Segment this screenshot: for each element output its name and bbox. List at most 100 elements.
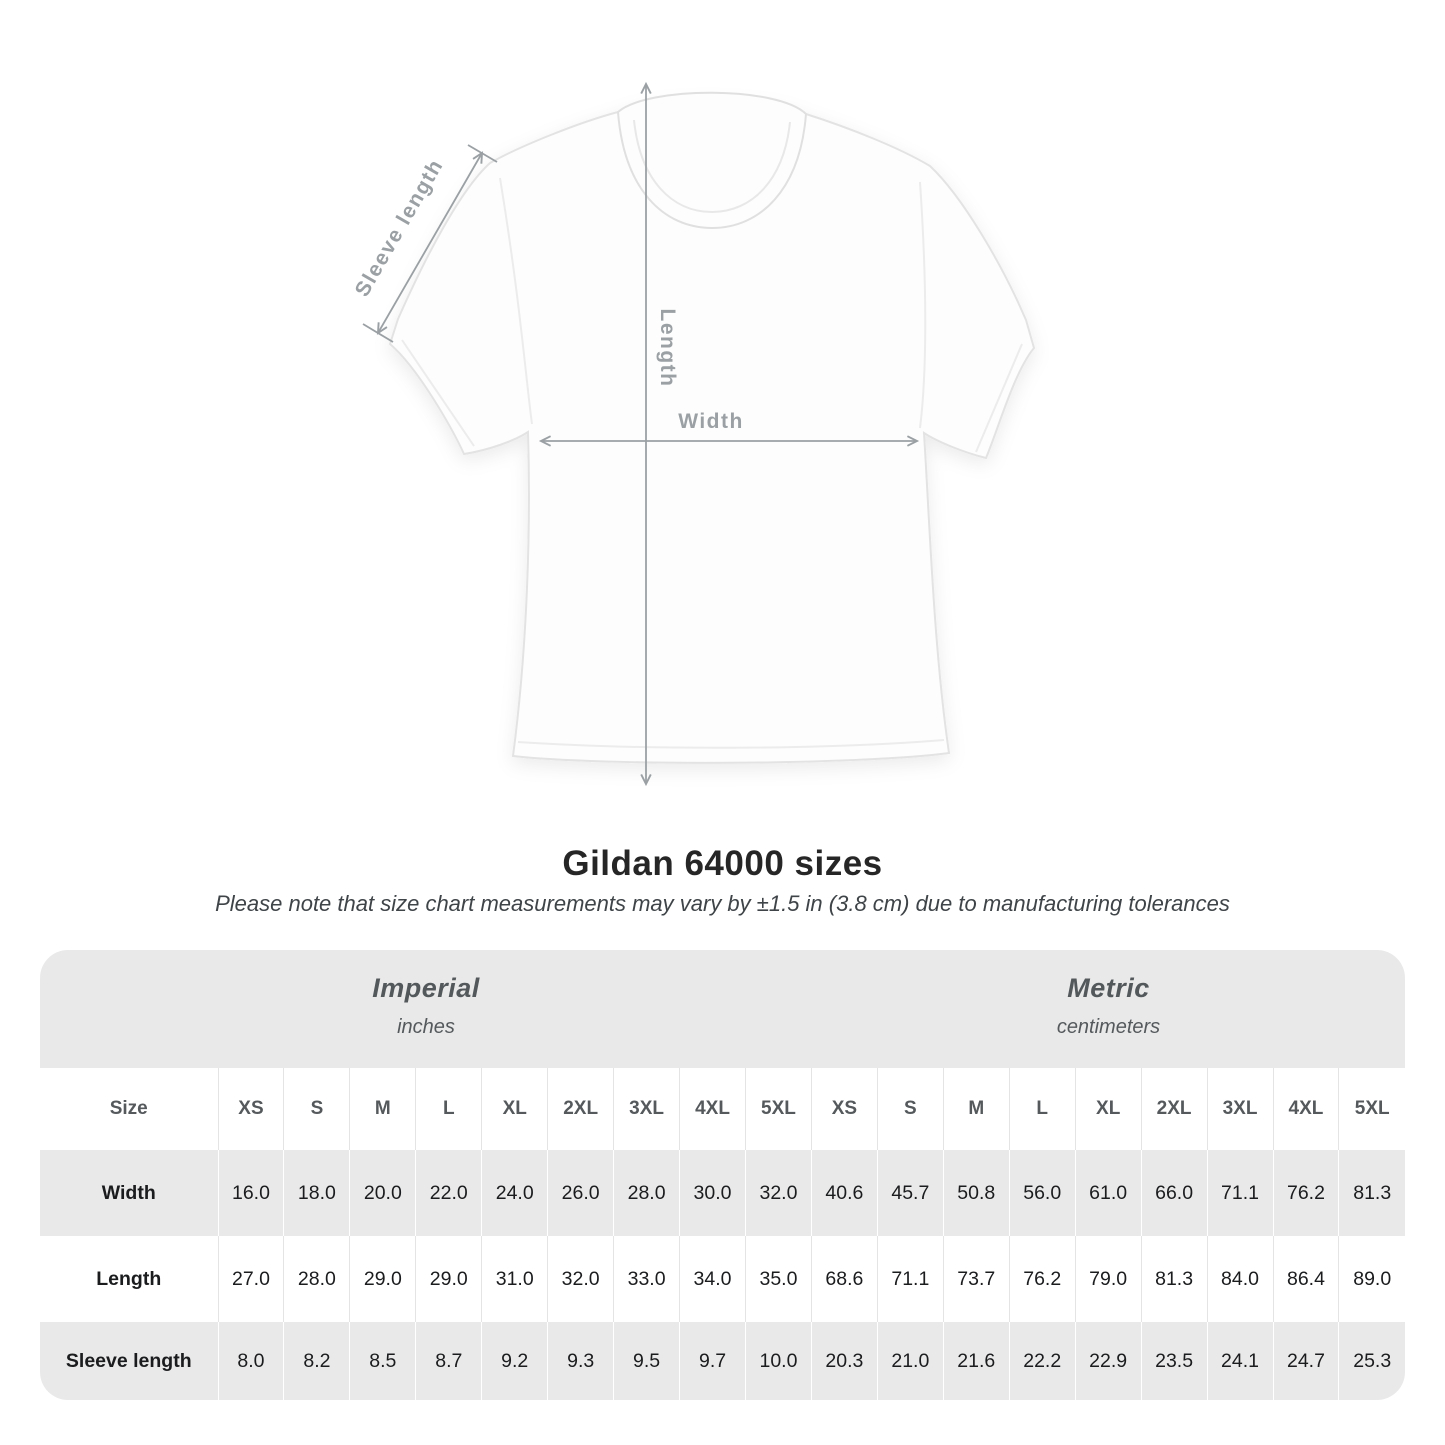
size-header-cell: L [1008, 1068, 1076, 1150]
table-cell: 20.0 [349, 1150, 416, 1236]
table-cell: 22.9 [1074, 1322, 1142, 1400]
sleeve-length-tick-bottom [362, 323, 394, 343]
table-cell: 28.0 [283, 1236, 350, 1322]
row-label-length: Length [96, 1267, 162, 1290]
table-cell: 24.1 [1206, 1322, 1273, 1400]
shirt-diagram: Sleeve length Length Width [351, 81, 1036, 787]
size-header-cell: 3XL [1206, 1068, 1273, 1150]
unit-group-metric: Metric centimeters [812, 950, 1405, 1068]
table-cell: 84.0 [1206, 1236, 1273, 1322]
size-header-cell: S [283, 1068, 350, 1150]
table-cell: 20.3 [810, 1322, 878, 1400]
table-cell: 71.1 [1206, 1150, 1273, 1236]
size-header-cell: 4XL [1272, 1068, 1339, 1150]
table-cell: 9.5 [613, 1322, 680, 1400]
unit-name-metric: Metric [1067, 973, 1150, 1003]
size-grid: Size XS S M L XL 2XL 3XL 4XL 5XL XS S M … [40, 1068, 1405, 1400]
length-row: Length 27.0 28.0 29.0 29.0 31.0 32.0 33.… [40, 1236, 1405, 1322]
size-header-cell: 2XL [1140, 1068, 1208, 1150]
size-header-cell: M [349, 1068, 416, 1150]
unit-sublabel-metric: centimeters [1056, 1016, 1161, 1038]
page-title: Gildan 64000 sizes [562, 844, 883, 883]
sleeve-length-arrow [376, 151, 484, 335]
size-header-cell: XS [810, 1068, 878, 1150]
table-cell: 76.2 [1272, 1150, 1339, 1236]
page-subtitle: Please note that size chart measurements… [215, 891, 1230, 916]
table-cell: 9.7 [679, 1322, 746, 1400]
width-row: Width 16.0 18.0 20.0 22.0 24.0 26.0 28.0… [40, 1150, 1405, 1236]
table-cell: 79.0 [1074, 1236, 1142, 1322]
table-cell: 81.3 [1338, 1150, 1405, 1236]
table-cell: 16.0 [217, 1150, 284, 1236]
table-cell: 21.0 [876, 1322, 944, 1400]
width-annotation-label: Width [678, 410, 744, 433]
table-cell: 40.6 [810, 1150, 878, 1236]
table-cell: 8.2 [283, 1322, 350, 1400]
size-header-cell: 4XL [679, 1068, 746, 1150]
size-header-cell: 5XL [745, 1068, 812, 1150]
size-label-cell: Size [109, 1098, 148, 1119]
table-cell: 18.0 [283, 1150, 350, 1236]
table-cell: 81.3 [1140, 1236, 1208, 1322]
length-annotation-label: Length [656, 309, 679, 388]
table-cell: 71.1 [876, 1236, 944, 1322]
table-cell: 56.0 [1008, 1150, 1076, 1236]
row-label-sleeve-length: Sleeve length [40, 1322, 218, 1400]
table-cell: 8.5 [349, 1322, 416, 1400]
table-cell: 9.3 [547, 1322, 614, 1400]
table-cell: 66.0 [1140, 1150, 1208, 1236]
size-header-cell: L [415, 1068, 482, 1150]
tshirt-seams [401, 177, 1023, 749]
unit-name-imperial: Imperial [372, 973, 480, 1003]
table-cell: 86.4 [1272, 1236, 1339, 1322]
table-cell: 61.0 [1074, 1150, 1142, 1236]
size-table: Imperial inches Metric centimeters Size … [40, 950, 1405, 1400]
table-cell: 32.0 [547, 1236, 614, 1322]
row-label-width: Width [40, 1150, 218, 1236]
table-cell: 8.7 [415, 1322, 482, 1400]
table-cell: 26.0 [547, 1150, 614, 1236]
size-header-cell: XL [1074, 1068, 1142, 1150]
table-cell: 8.0 [217, 1322, 284, 1400]
measurement-arrows [362, 81, 920, 787]
table-cell: 73.7 [942, 1236, 1010, 1322]
table-cell: 21.6 [942, 1322, 1010, 1400]
table-cell: 35.0 [745, 1236, 812, 1322]
size-header-cell: 3XL [613, 1068, 680, 1150]
size-header-row: Size XS S M L XL 2XL 3XL 4XL 5XL XS S M … [40, 1068, 1405, 1150]
table-cell: 45.7 [876, 1150, 944, 1236]
shirt-illustration: Sleeve length Length Width [351, 81, 1036, 787]
table-cell: 23.5 [1140, 1322, 1208, 1400]
table-cell: 89.0 [1338, 1236, 1405, 1322]
table-cell: 76.2 [1008, 1236, 1076, 1322]
table-cell: 34.0 [679, 1236, 746, 1322]
unit-group-imperial: Imperial inches [40, 950, 812, 1068]
sleeve-length-tick-top [467, 144, 498, 163]
table-cell: 9.2 [481, 1322, 548, 1400]
size-header-cell: XL [481, 1068, 548, 1150]
size-header-cell: M [942, 1068, 1010, 1150]
table-cell: 31.0 [481, 1236, 548, 1322]
table-cell: 28.0 [613, 1150, 680, 1236]
sleeve-length-row: Sleeve length 8.0 8.2 8.5 8.7 9.2 9.3 9.… [40, 1322, 1405, 1400]
units-band: Imperial inches Metric centimeters [40, 950, 1405, 1068]
table-cell: 32.0 [745, 1150, 812, 1236]
table-cell: 27.0 [217, 1236, 284, 1322]
table-cell: 10.0 [745, 1322, 812, 1400]
table-cell: 22.0 [415, 1150, 482, 1236]
table-cell: 30.0 [679, 1150, 746, 1236]
table-cell: 22.2 [1008, 1322, 1076, 1400]
size-header-cell: 5XL [1338, 1068, 1405, 1150]
table-cell: 25.3 [1338, 1322, 1405, 1400]
table-cell: 33.0 [613, 1236, 680, 1322]
table-cell: 29.0 [349, 1236, 416, 1322]
table-cell: 50.8 [942, 1150, 1010, 1236]
unit-sublabel-imperial: inches [397, 1016, 455, 1038]
table-cell: 24.0 [481, 1150, 548, 1236]
table-cell: 24.7 [1272, 1322, 1339, 1400]
table-cell: 68.6 [810, 1236, 878, 1322]
size-header-cell: XS [217, 1068, 284, 1150]
size-header-cell: 2XL [547, 1068, 614, 1150]
table-cell: 29.0 [415, 1236, 482, 1322]
